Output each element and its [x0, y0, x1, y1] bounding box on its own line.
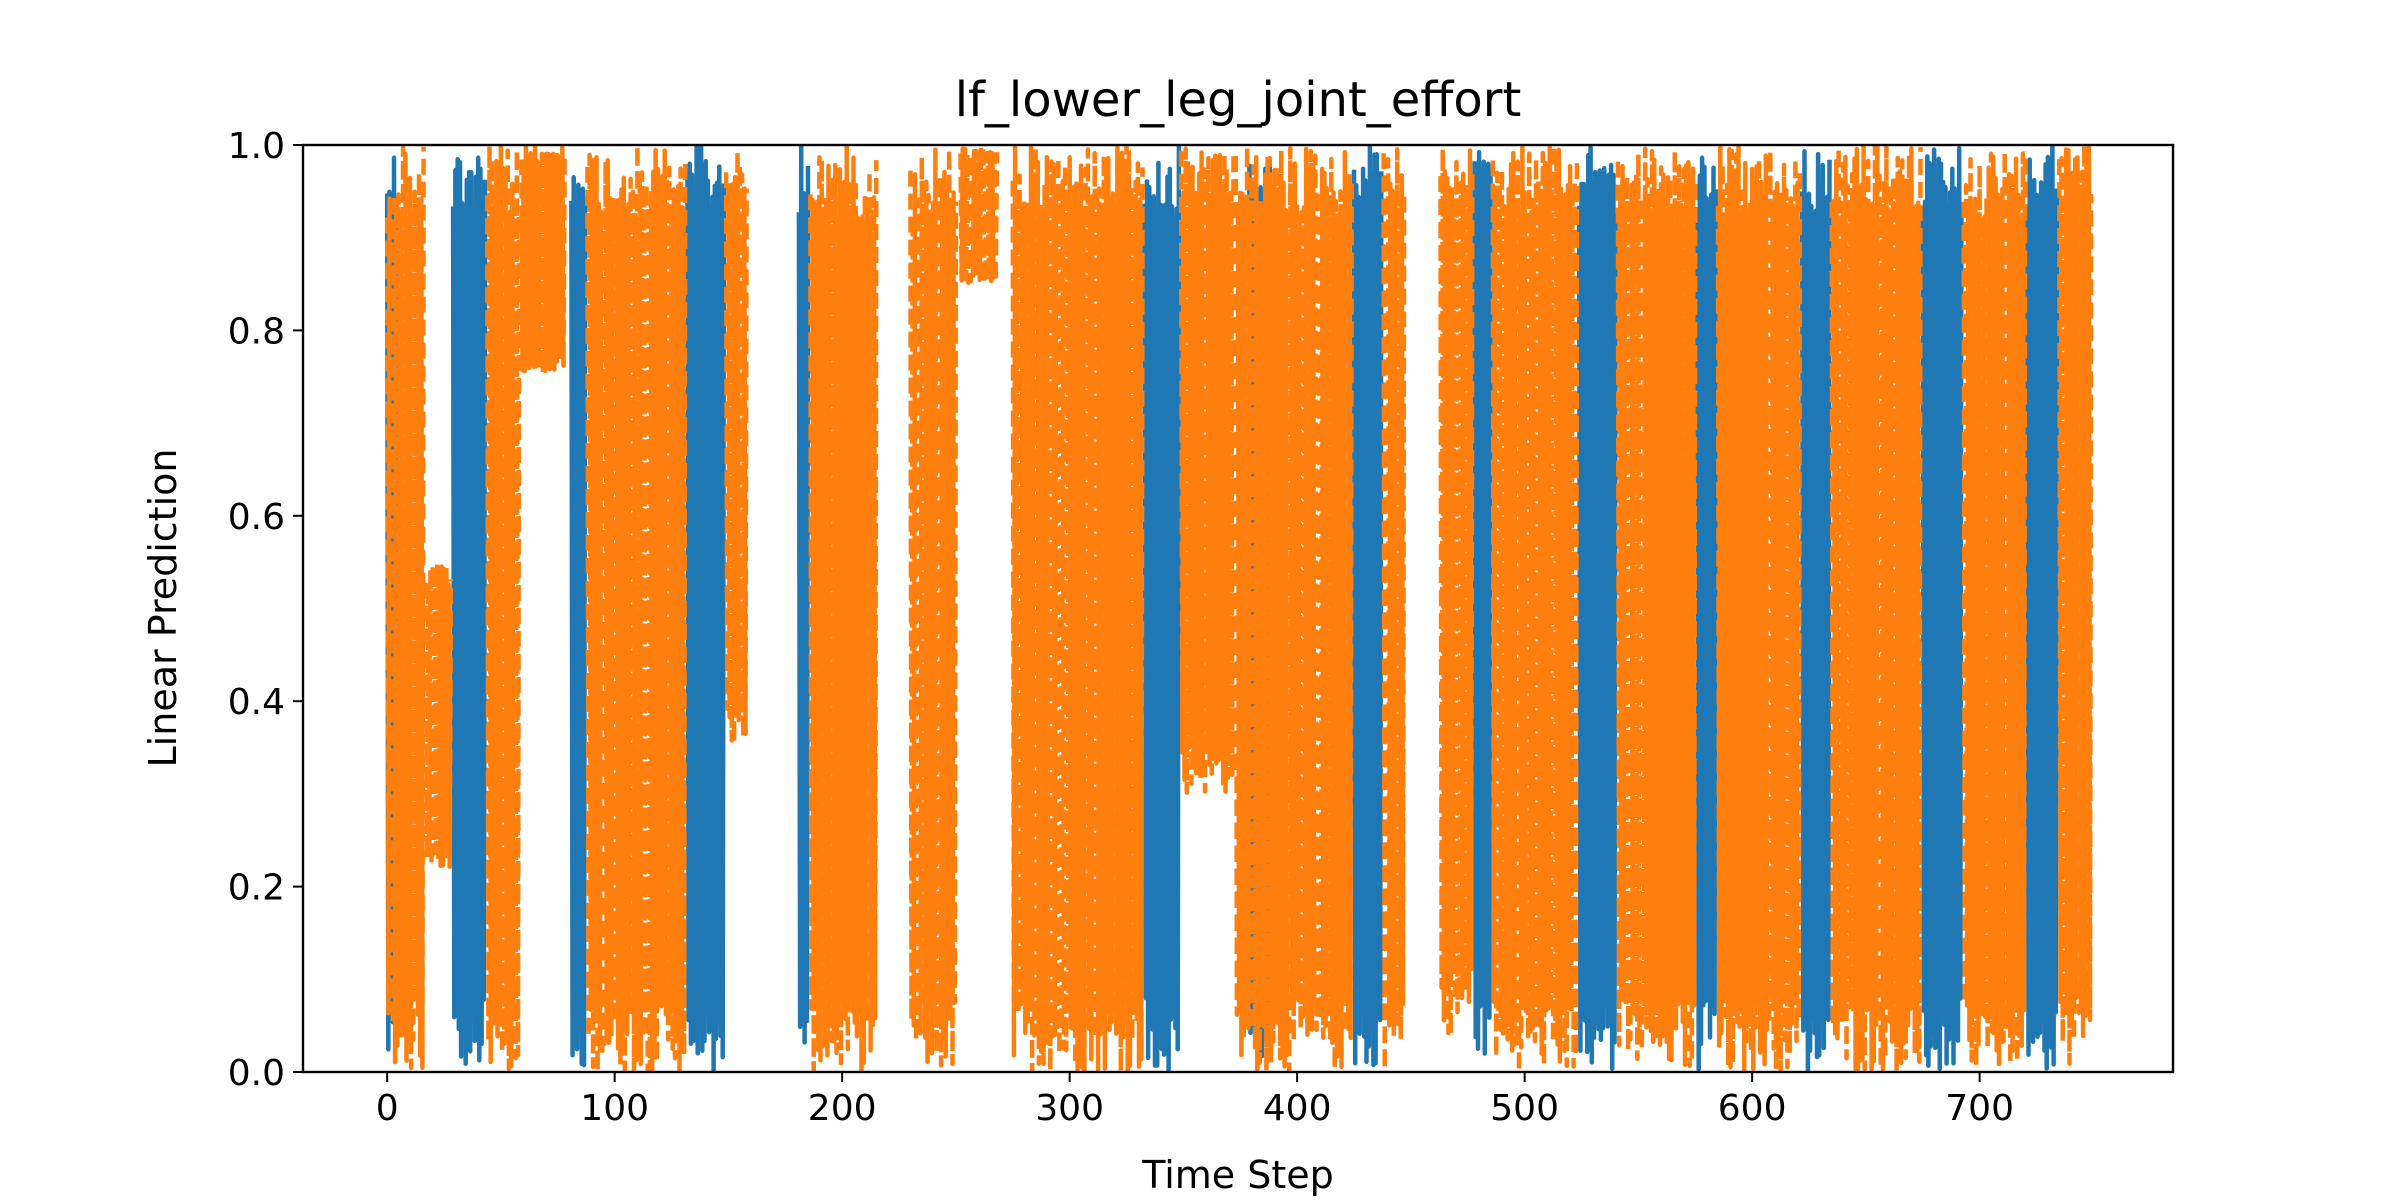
- series-line-segment: [1961, 149, 2028, 1068]
- series-dashed: [384, 145, 2094, 1072]
- series-line-segment: [808, 145, 879, 1072]
- series-layer: [384, 145, 2094, 1072]
- series-line-segment: [485, 145, 522, 1071]
- series-line-segment: [908, 146, 959, 1068]
- series-line-segment: [1695, 155, 1718, 1072]
- y-tick-label: 0.6: [228, 497, 285, 538]
- x-axis-label: Time Step: [1141, 1153, 1334, 1197]
- series-line-segment: [569, 175, 588, 1068]
- series-line-segment: [2057, 145, 2094, 1066]
- series-line-segment: [1233, 145, 1354, 1072]
- y-tick-label: 0.2: [228, 868, 285, 909]
- series-line-segment: [1829, 145, 1923, 1072]
- series-line-segment: [519, 145, 567, 377]
- y-tick-label: 0.8: [228, 311, 285, 352]
- x-tick-label: 500: [1490, 1088, 1559, 1129]
- chart-title: lf_lower_leg_joint_effort: [955, 72, 1522, 128]
- series-line-segment: [1576, 145, 1618, 1072]
- y-axis-label: Linear Prediction: [141, 449, 185, 768]
- series-line-segment: [2025, 145, 2060, 1071]
- series-line-segment: [796, 145, 811, 1045]
- series-line-segment: [1142, 145, 1182, 1072]
- series-line-segment: [1920, 145, 1964, 1072]
- y-tick-label: 0.0: [228, 1053, 285, 1094]
- x-axis: 0 100 200 300 400 500 600 700: [376, 1072, 2014, 1129]
- series-line-segment: [1351, 145, 1384, 1068]
- x-tick-label: 0: [376, 1088, 399, 1129]
- x-tick-label: 200: [808, 1088, 877, 1129]
- series-line-segment: [1799, 149, 1832, 1072]
- series-line-segment: [1472, 149, 1493, 1056]
- series-line-segment: [1438, 146, 1475, 1037]
- x-tick-label: 400: [1263, 1088, 1332, 1129]
- series-solid: [384, 145, 2060, 1072]
- x-tick-label: 700: [1945, 1088, 2014, 1129]
- series-line-segment: [384, 145, 426, 1071]
- y-tick-label: 1.0: [228, 126, 285, 167]
- x-tick-label: 600: [1718, 1088, 1787, 1129]
- series-line-segment: [1010, 145, 1145, 1072]
- series-line-segment: [585, 145, 688, 1072]
- x-tick-label: 100: [580, 1088, 649, 1129]
- x-tick-label: 300: [1035, 1088, 1104, 1129]
- series-line-segment: [685, 145, 727, 1072]
- plot-frame: [301, 143, 2175, 1074]
- series-line-segment: [423, 561, 454, 869]
- series-line-segment: [1615, 146, 1698, 1069]
- series-line-segment: [450, 155, 488, 1066]
- series-line-segment: [1178, 146, 1236, 795]
- y-tick-label: 0.4: [228, 682, 285, 723]
- series-line-segment: [1715, 145, 1803, 1072]
- series-line-segment: [958, 145, 1000, 286]
- series-line-segment: [1490, 145, 1580, 1072]
- y-axis: 0.0 0.2 0.4 0.6 0.8 1.0: [228, 126, 303, 1094]
- series-line-segment: [723, 149, 749, 745]
